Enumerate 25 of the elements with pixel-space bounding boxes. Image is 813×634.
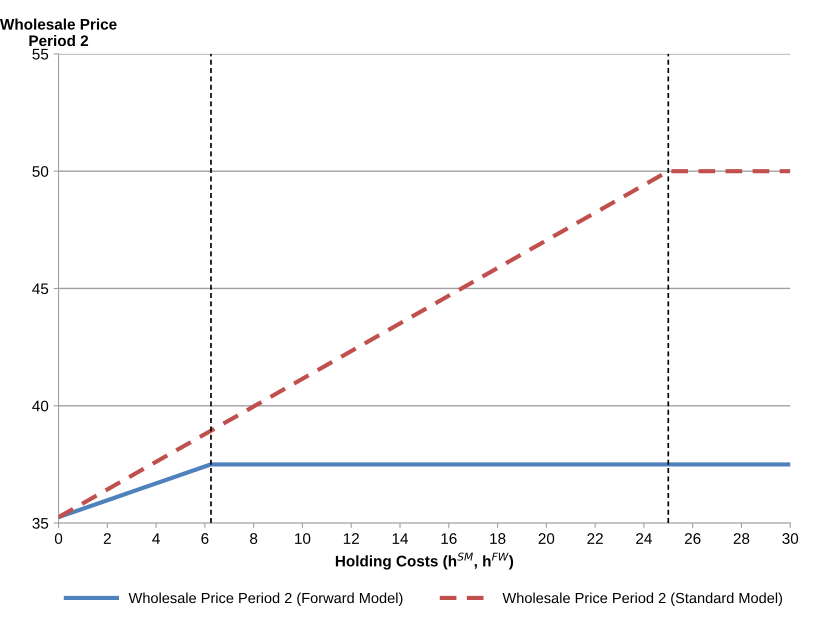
x-tick-label: 26 bbox=[684, 533, 700, 544]
x-tick-label: 2 bbox=[104, 533, 111, 544]
x-tick-label: 14 bbox=[392, 533, 408, 544]
legend-label: Wholesale Price Period 2 (Forward Model) bbox=[128, 592, 402, 606]
x-tick-label: 12 bbox=[344, 533, 359, 544]
x-tick-label: 18 bbox=[490, 533, 506, 544]
x-tick-label: 20 bbox=[538, 533, 554, 544]
x-tick-label: 6 bbox=[201, 533, 208, 544]
y-tick-label: 35 bbox=[32, 518, 48, 529]
x-tick-label: 24 bbox=[636, 533, 652, 544]
y-tick-label: 45 bbox=[32, 283, 48, 294]
legend-label: Wholesale Price Period 2 (Standard Model) bbox=[502, 592, 782, 606]
x-tick-label: 30 bbox=[782, 533, 798, 544]
x-tick-label: 10 bbox=[295, 533, 310, 544]
y-tick-label: 50 bbox=[32, 166, 48, 177]
y-axis-title: Wholesale Price Period 2 bbox=[0, 18, 117, 46]
x-tick-label: 22 bbox=[587, 533, 603, 544]
y-tick-label: 55 bbox=[32, 48, 48, 60]
x-tick-label: 16 bbox=[441, 533, 457, 544]
x-tick-label: 0 bbox=[54, 533, 62, 544]
y-tick-label: 40 bbox=[32, 400, 48, 412]
x-tick-label: 28 bbox=[734, 533, 750, 544]
x-axis-title: Holding Costs (h$^{SM}$, h$^{FW}$) bbox=[336, 552, 514, 570]
x-tick-label: 4 bbox=[152, 533, 160, 544]
x-tick-label: 8 bbox=[250, 533, 258, 544]
